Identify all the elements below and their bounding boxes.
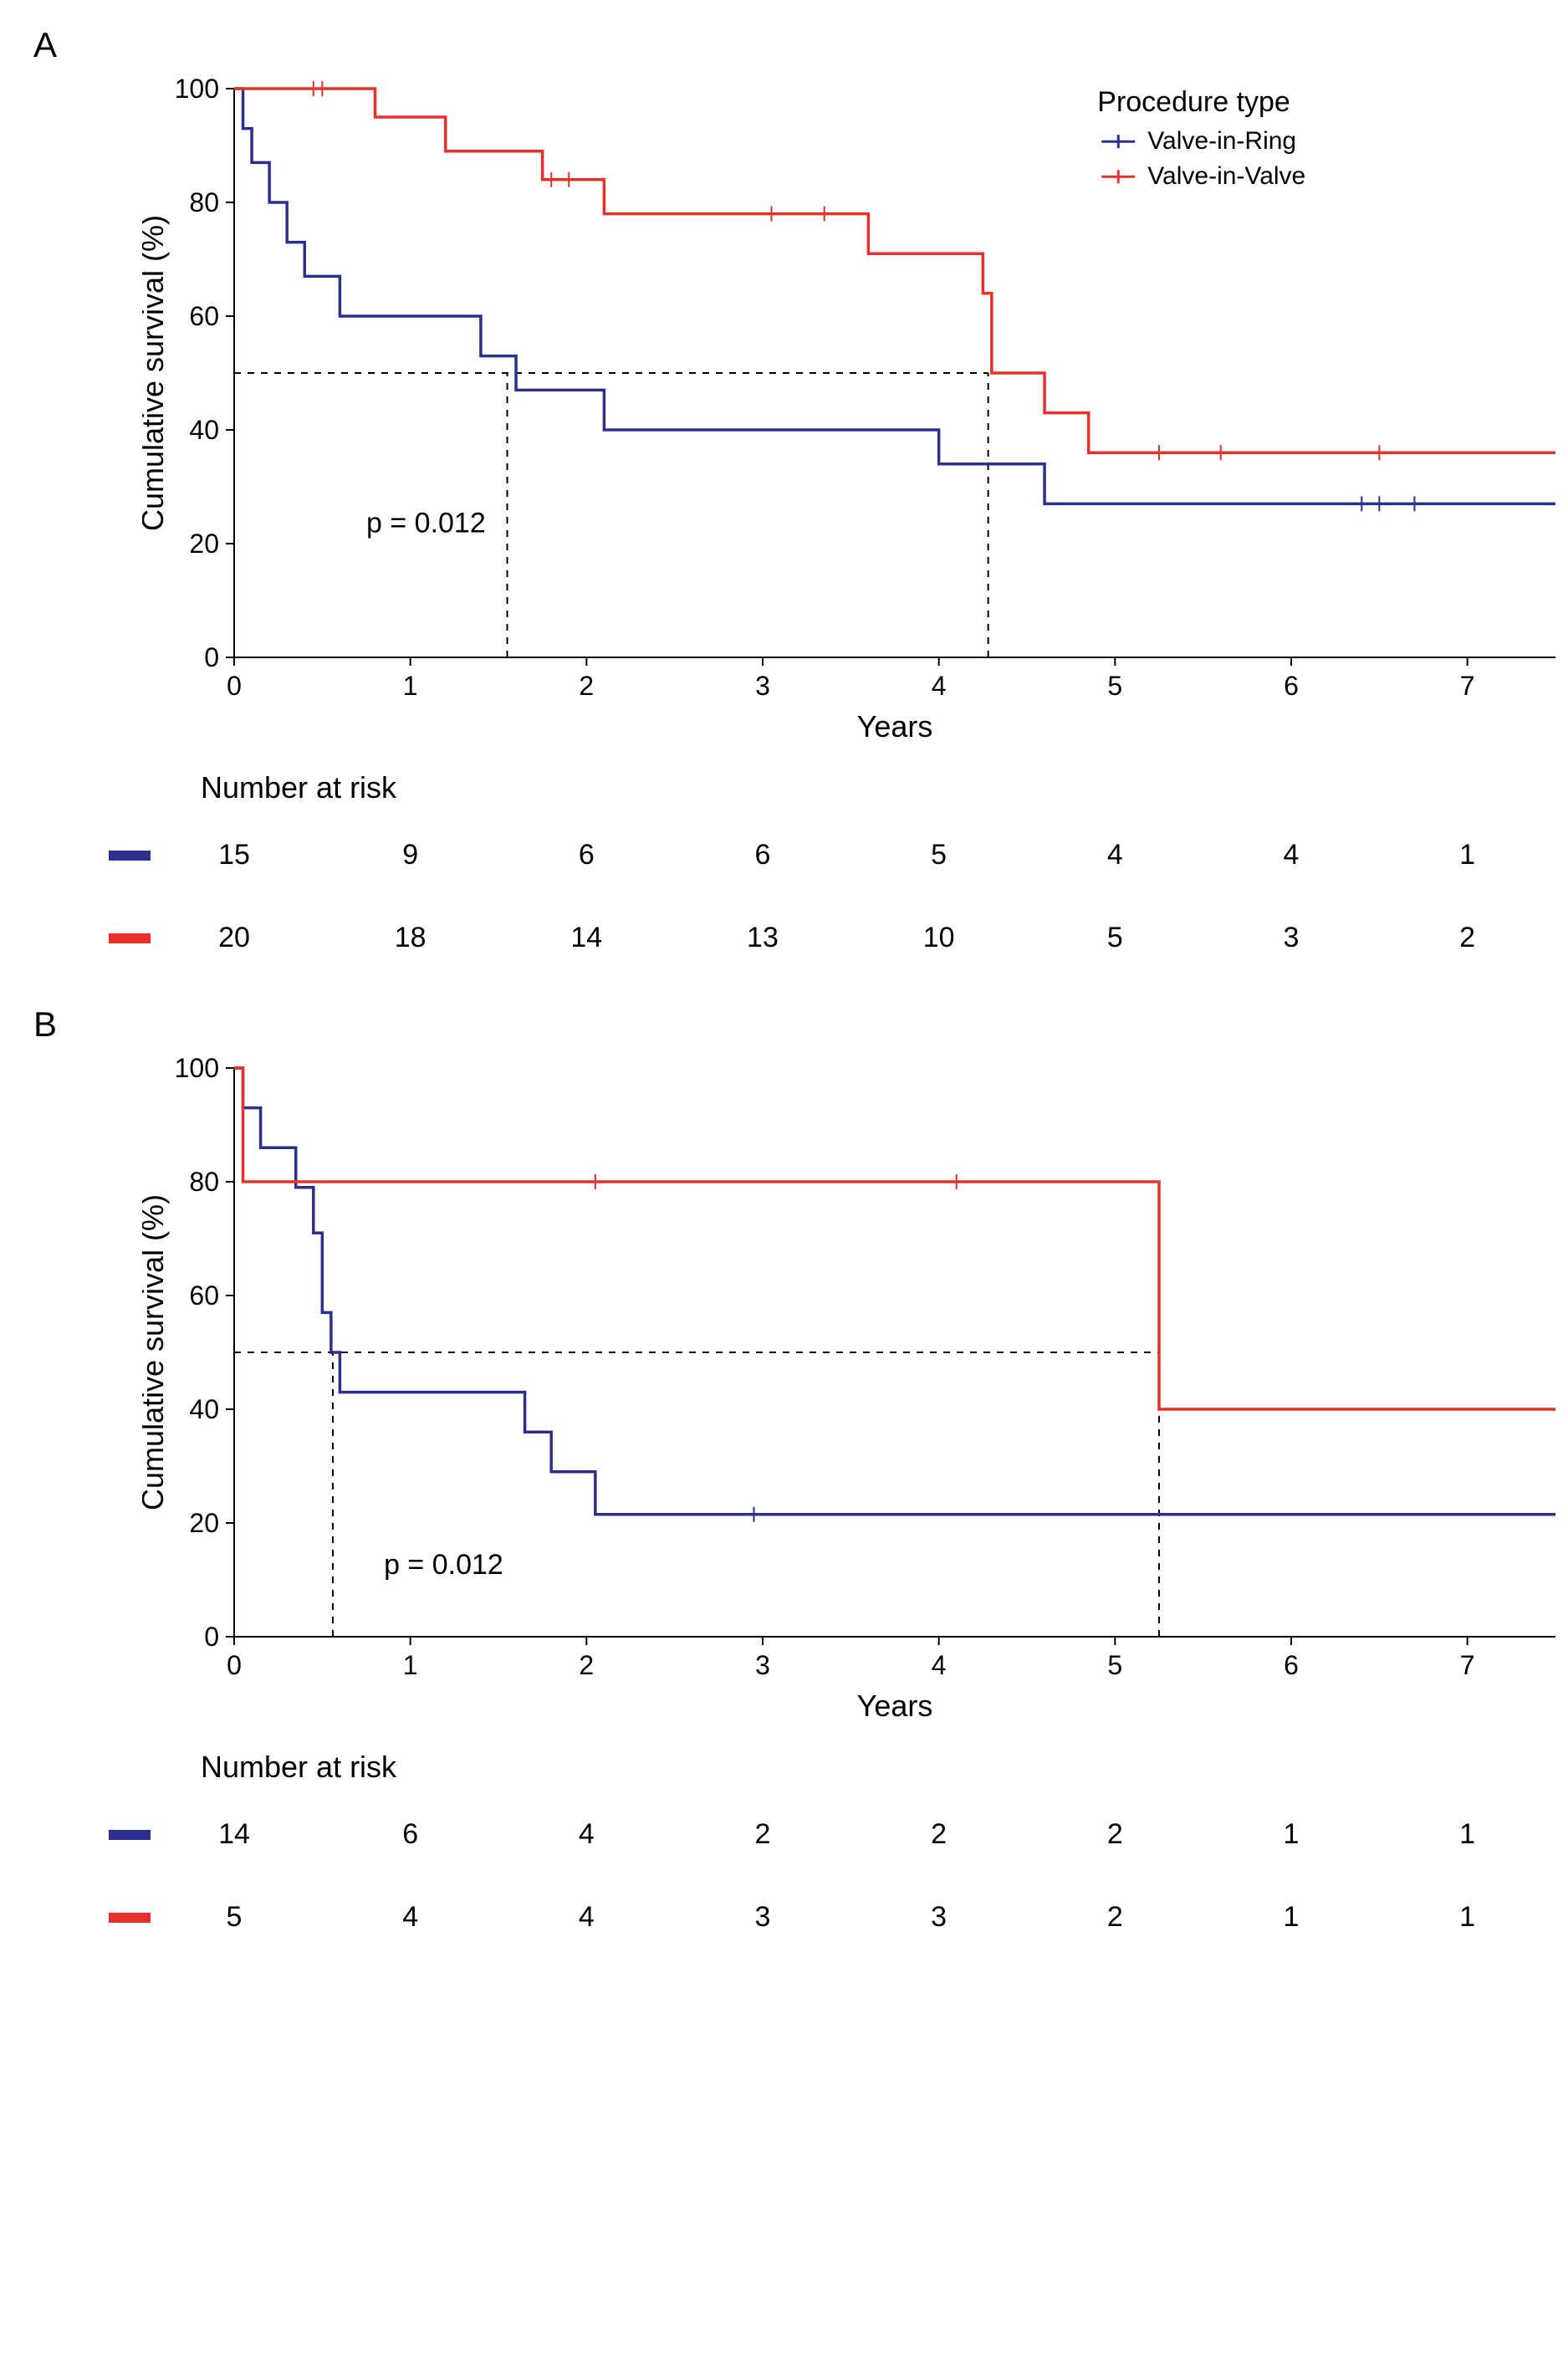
risk-cell: 6 <box>675 839 851 871</box>
risk-cell: 1 <box>1379 1818 1555 1851</box>
risk-cell: 10 <box>850 922 1027 954</box>
x-axis-title: Years <box>857 1689 933 1723</box>
risk-mark-vir <box>109 851 151 861</box>
risk-table-title: Number at risk <box>201 1750 1535 1785</box>
risk-cell: 14 <box>498 922 675 954</box>
ytick-label: 100 <box>175 74 219 104</box>
xtick-label: 6 <box>1284 1650 1299 1680</box>
risk-cell: 4 <box>498 1818 675 1851</box>
ytick-label: 0 <box>204 1622 219 1652</box>
risk-row-viv: 54433211 <box>109 1901 1535 1934</box>
xtick-label: 5 <box>1107 1650 1122 1680</box>
xtick-label: 4 <box>932 1650 947 1680</box>
xtick-label: 7 <box>1460 671 1475 701</box>
risk-mark-viv <box>109 933 151 943</box>
risk-row-viv: 2018141310532 <box>109 922 1535 954</box>
risk-table-title: Number at risk <box>201 770 1535 805</box>
legend-item-label: Valve-in-Ring <box>1147 127 1296 155</box>
risk-cell: 4 <box>1027 839 1203 871</box>
km-chart: 0 1 2 3 4 5 6 7 0 20 40 60 80 100 Years Cumulative surv… <box>142 72 1535 754</box>
risk-cell: 4 <box>322 1901 498 1934</box>
xtick-label: 0 <box>227 671 242 701</box>
xtick-label: 1 <box>403 1650 418 1680</box>
risk-mark-vir <box>109 1830 151 1840</box>
risk-cell: 20 <box>146 922 323 954</box>
risk-cell: 14 <box>146 1818 323 1851</box>
risk-row-vir: 159665441 <box>109 839 1535 871</box>
p-value-text: p = 0.012 <box>366 507 486 539</box>
risk-cell: 6 <box>322 1818 498 1851</box>
xtick-label: 1 <box>403 671 418 701</box>
panel-label: B <box>33 1004 1535 1045</box>
panel-A: A01234567020406080100YearsCumulative sur… <box>33 25 1535 954</box>
risk-cell: 1 <box>1379 1901 1555 1934</box>
xtick-label: 3 <box>755 671 770 701</box>
ytick-label: 20 <box>189 1508 219 1538</box>
ytick-label: 100 <box>175 1053 219 1083</box>
risk-cell: 2 <box>850 1818 1027 1851</box>
ytick-label: 20 <box>189 529 219 559</box>
legend-item-label: Valve-in-Valve <box>1147 162 1305 190</box>
risk-cell: 3 <box>1203 922 1380 954</box>
risk-cell: 6 <box>498 839 675 871</box>
x-axis-title: Years <box>857 709 933 744</box>
ytick-label: 80 <box>189 1167 219 1197</box>
xtick-label: 4 <box>932 671 947 701</box>
panel-label: A <box>33 25 1535 65</box>
risk-cell: 3 <box>675 1901 851 1934</box>
xtick-label: 5 <box>1107 671 1122 701</box>
risk-cell: 5 <box>850 839 1027 871</box>
xtick-label: 3 <box>755 1650 770 1680</box>
risk-cell: 2 <box>1027 1818 1203 1851</box>
risk-cell: 15 <box>146 839 323 871</box>
risk-cell: 4 <box>1203 839 1380 871</box>
risk-cell: 2 <box>1379 922 1555 954</box>
km-curve-viv <box>234 1068 1555 1409</box>
risk-cell: 18 <box>322 922 498 954</box>
risk-cell: 4 <box>498 1901 675 1934</box>
xtick-label: 7 <box>1460 1650 1475 1680</box>
xtick-label: 2 <box>579 671 594 701</box>
risk-cell: 5 <box>1027 922 1203 954</box>
xtick-label: 6 <box>1284 671 1299 701</box>
ytick-label: 40 <box>189 1394 219 1424</box>
risk-cell: 9 <box>322 839 498 871</box>
risk-cell: 2 <box>1027 1901 1203 1934</box>
risk-cell: 1 <box>1203 1901 1380 1934</box>
ytick-label: 40 <box>189 415 219 445</box>
risk-row-vir: 146422211 <box>109 1818 1535 1851</box>
km-chart: 0 1 2 3 4 5 6 7 0 20 40 60 80 100 Years Cumulative surv… <box>142 1051 1535 1733</box>
xtick-label: 0 <box>227 1650 242 1680</box>
km-curve-vir <box>234 89 1555 503</box>
risk-cell: 1 <box>1203 1818 1380 1851</box>
km-curve-viv <box>234 89 1555 452</box>
risk-cell: 5 <box>146 1901 323 1934</box>
risk-cell: 2 <box>675 1818 851 1851</box>
ytick-label: 80 <box>189 187 219 217</box>
ytick-label: 60 <box>189 301 219 331</box>
risk-mark-viv <box>109 1913 151 1923</box>
y-axis-title: Cumulative survival (%) <box>142 215 170 531</box>
y-axis-title: Cumulative survival (%) <box>142 1194 170 1510</box>
panel-B: B01234567020406080100YearsCumulative sur… <box>33 1004 1535 1934</box>
p-value-text: p = 0.012 <box>384 1549 503 1581</box>
legend-title: Procedure type <box>1097 86 1290 118</box>
ytick-label: 0 <box>204 642 219 672</box>
risk-cell: 3 <box>850 1901 1027 1934</box>
ytick-label: 60 <box>189 1280 219 1311</box>
risk-cell: 1 <box>1379 839 1555 871</box>
km-curve-vir <box>234 1068 1555 1515</box>
xtick-label: 2 <box>579 1650 594 1680</box>
risk-cell: 13 <box>675 922 851 954</box>
